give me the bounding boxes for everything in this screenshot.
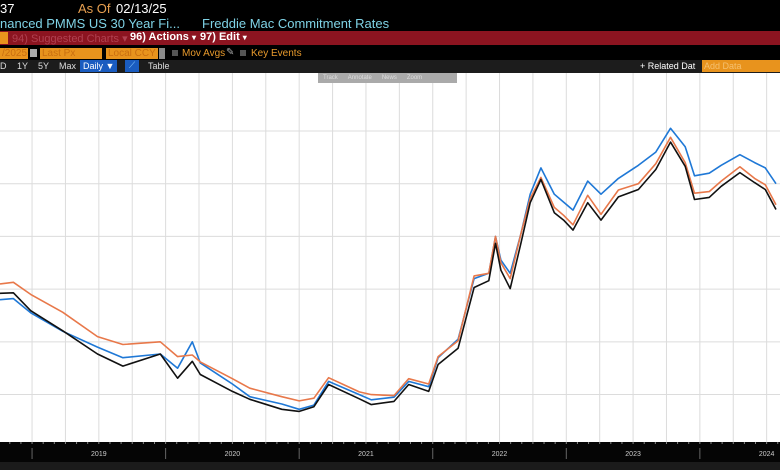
- mov-avgs-checkbox[interactable]: [172, 50, 178, 56]
- footer-bar: [0, 462, 780, 470]
- series-line-2: [0, 136, 777, 402]
- edit-button[interactable]: 97) Edit ▾: [200, 31, 247, 43]
- x-tick-label: 2020: [225, 451, 241, 458]
- news-tool[interactable]: News: [381, 75, 397, 81]
- menu-bar: 94) Suggested Charts ▾ 96) Actions ▾ 97)…: [0, 31, 780, 45]
- chart-area[interactable]: [0, 73, 780, 442]
- series-line-3: [0, 141, 777, 413]
- edit-label: 97) Edit: [200, 31, 240, 43]
- line-chart-icon[interactable]: ⟋: [125, 60, 139, 72]
- x-axis: 2019 2020 2021 2022 2023 2024: [0, 442, 780, 462]
- series-line-1: [0, 127, 777, 411]
- related-data-button[interactable]: + Related Dat: [640, 61, 696, 71]
- security-description: Freddie Mac Commitment Rates: [202, 16, 390, 31]
- date-field[interactable]: /2025: [0, 48, 28, 59]
- table-button[interactable]: Table: [148, 61, 170, 71]
- x-tick-label: 2023: [625, 451, 641, 458]
- chart-toolbar: Track Annotate News Zoom: [318, 73, 457, 83]
- period-5y[interactable]: 5Y: [38, 61, 50, 71]
- actions-caret-icon: ▾: [191, 33, 196, 42]
- x-tick-label: 2021: [358, 451, 374, 458]
- menu-left-field[interactable]: [0, 32, 8, 44]
- add-data-field[interactable]: Add Data: [702, 60, 780, 72]
- calendar-icon[interactable]: [30, 49, 37, 57]
- suggested-charts-button[interactable]: 94) Suggested Charts ▾: [12, 33, 128, 45]
- controls-row: /2025 Last Px Local CCY Mov Avgs ✎ Key E…: [0, 47, 780, 61]
- field-selector[interactable]: Last Px: [40, 48, 102, 59]
- currency-dropdown-icon[interactable]: [159, 48, 165, 59]
- as-of-label: As Of: [78, 1, 111, 16]
- ticker-fragment: 37: [0, 1, 15, 16]
- header-row: 37 As Of 02/13/25: [0, 0, 780, 16]
- as-of-date[interactable]: 02/13/25: [116, 1, 167, 16]
- actions-label: 96) Actions: [130, 31, 189, 43]
- line-chart[interactable]: [0, 73, 780, 442]
- x-tick-label: 2024: [759, 451, 775, 458]
- x-tick-label: 2022: [492, 451, 508, 458]
- track-tool[interactable]: Track: [323, 75, 338, 81]
- actions-button[interactable]: 96) Actions ▾: [130, 31, 196, 43]
- pencil-icon[interactable]: ✎: [226, 47, 235, 58]
- mov-avgs-label[interactable]: Mov Avgs: [182, 48, 226, 59]
- annotate-tool[interactable]: Annotate: [347, 75, 372, 81]
- edit-caret-icon: ▾: [242, 33, 247, 42]
- period-max[interactable]: Max: [59, 61, 77, 71]
- period-row: D 1Y 5Y Max Daily ▼ ⟋ Table + Related Da…: [0, 60, 780, 73]
- security-name[interactable]: nanced PMMS US 30 Year Fi...: [0, 16, 180, 31]
- frequency-selector[interactable]: Daily ▼: [80, 60, 118, 72]
- period-d[interactable]: D: [0, 61, 7, 71]
- key-events-label[interactable]: Key Events: [251, 48, 302, 59]
- security-row: nanced PMMS US 30 Year Fi... Freddie Mac…: [0, 15, 780, 31]
- x-tick-label: 2019: [91, 451, 107, 458]
- zoom-tool[interactable]: Zoom: [406, 75, 423, 81]
- key-events-checkbox[interactable]: [240, 50, 246, 56]
- currency-selector[interactable]: Local CCY: [106, 48, 158, 59]
- period-1y[interactable]: 1Y: [17, 61, 29, 71]
